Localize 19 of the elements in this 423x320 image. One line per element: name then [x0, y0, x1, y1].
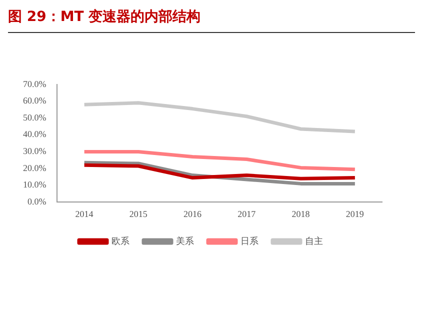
y-tick-label: 0.0% [27, 196, 47, 207]
legend-label: 日系 [240, 236, 258, 247]
legend-label: 自主 [305, 236, 323, 247]
y-tick-label: 20.0% [22, 162, 47, 173]
x-tick-label: 2015 [129, 208, 148, 219]
x-tick-label: 2017 [238, 208, 256, 219]
chart-title: 图 29：MT 变速器的内部结构 [8, 8, 415, 33]
y-tick-label: 50.0% [22, 112, 47, 122]
x-tick-label: 2019 [346, 208, 364, 219]
y-tick-label: 60.0% [22, 96, 47, 106]
y-tick-label: 30.0% [22, 146, 47, 156]
y-tick-label: 40.0% [22, 129, 47, 140]
y-tick-label: 10.0% [22, 180, 47, 190]
x-tick-label: 2018 [292, 208, 310, 219]
x-tick-label: 2016 [184, 208, 202, 219]
y-tick-label: 70.0% [22, 78, 47, 89]
legend-label: 欧系 [112, 236, 130, 247]
legend-label: 美系 [176, 236, 194, 247]
x-tick-label: 2014 [75, 208, 94, 219]
